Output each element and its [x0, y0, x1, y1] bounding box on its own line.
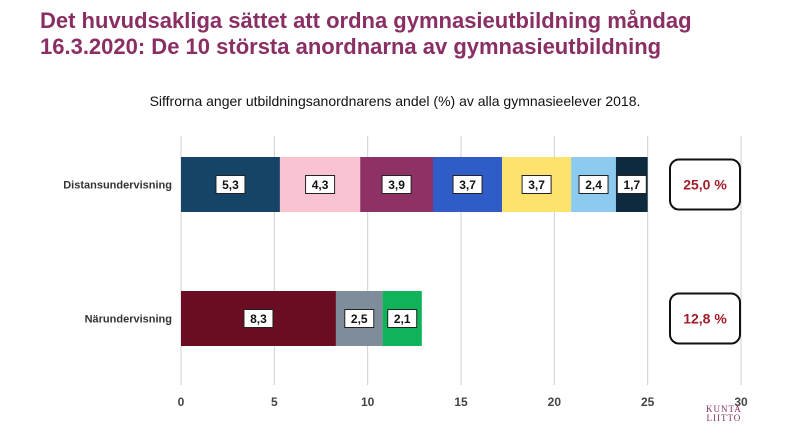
x-tick-label: 5	[271, 395, 278, 409]
data-label-box	[521, 175, 552, 194]
data-label: 2,1	[394, 312, 411, 326]
data-label: 8,3	[250, 312, 267, 326]
x-axis-tick-labels: 0 5 10 15 20 25 30	[178, 395, 748, 409]
data-label-box	[215, 175, 246, 194]
data-label: 2,5	[351, 312, 368, 326]
data-label: 5,3	[222, 178, 239, 192]
data-label-box	[381, 175, 412, 194]
x-tick-label: 25	[641, 395, 655, 409]
total-box	[669, 158, 741, 211]
total-label: 12,8 %	[683, 311, 727, 327]
data-label-box	[243, 309, 274, 328]
data-label: 1,7	[623, 178, 640, 192]
total-boxes: 25,0 % 12,8 %	[669, 158, 741, 345]
data-label: 2,4	[585, 178, 602, 192]
chart-title: Det huvudsakliga sättet att ordna gymnas…	[40, 8, 692, 59]
row-label: Distansundervisning	[63, 180, 172, 192]
data-label: 4,3	[312, 178, 329, 192]
data-label-box	[305, 175, 336, 194]
total-label: 25,0 %	[683, 177, 727, 193]
row-label: Närundervisning	[85, 314, 172, 326]
data-label: 3,9	[388, 178, 405, 192]
x-tick-label: 10	[361, 395, 375, 409]
x-tick-label: 20	[548, 395, 562, 409]
x-tick-label: 15	[454, 395, 468, 409]
x-tick-label: 0	[178, 395, 185, 409]
data-label-box	[387, 309, 418, 328]
data-label-box	[344, 309, 375, 328]
row-labels: Distansundervisning Närundervisning	[63, 180, 172, 326]
data-label: 3,7	[459, 178, 476, 192]
logo-line-2: LIITTO	[706, 413, 742, 423]
data-label-box	[452, 175, 483, 194]
data-label-box	[616, 175, 647, 194]
total-box	[669, 292, 741, 345]
data-label-box	[578, 175, 609, 194]
chart-subtitle: Siffrorna anger utbildningsanordnarens a…	[149, 93, 641, 109]
x-tick-label: 30	[734, 395, 748, 409]
kuntaliitto-logo: KUNTA LIITTO	[706, 405, 742, 423]
data-label: 3,7	[528, 178, 545, 192]
logo-line-1: KUNTA	[706, 404, 742, 414]
bars: 5,3 4,3 3,9 3,7 3,7 2,4 1,7 8,3 2,5 2,1	[181, 157, 648, 346]
